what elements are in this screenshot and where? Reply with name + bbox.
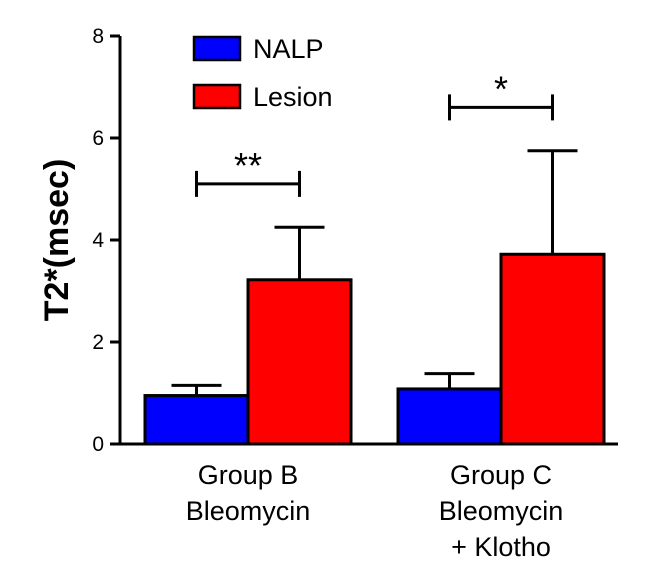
- y-tick-label: 8: [92, 25, 104, 48]
- y-axis-title: T2*(msec): [38, 159, 76, 322]
- bar-lesion-1: [246, 278, 353, 446]
- category-label: Group B: [198, 460, 299, 490]
- bar-nalp-2: [396, 387, 503, 446]
- y-tick-label: 2: [92, 331, 104, 354]
- legend-swatch-nalp: [192, 35, 242, 62]
- legend: NALP Lesion: [192, 34, 333, 112]
- bar-nalp-1: [143, 394, 250, 446]
- y-tick-label: 4: [92, 229, 104, 252]
- legend-label-nalp: NALP: [253, 34, 324, 64]
- bar-lesion-2: [499, 252, 606, 446]
- legend-label-lesion: Lesion: [253, 82, 333, 112]
- category-label: Bleomycin: [439, 496, 564, 526]
- category-label: Group C: [450, 460, 552, 490]
- category-label: + Klotho: [451, 532, 551, 562]
- y-tick-label: 0: [92, 433, 104, 456]
- significance-label: **: [234, 145, 262, 186]
- significance-label: *: [494, 68, 508, 109]
- y-tick-label: 6: [92, 127, 104, 150]
- category-label: Bleomycin: [186, 496, 311, 526]
- legend-swatch-lesion: [192, 83, 242, 110]
